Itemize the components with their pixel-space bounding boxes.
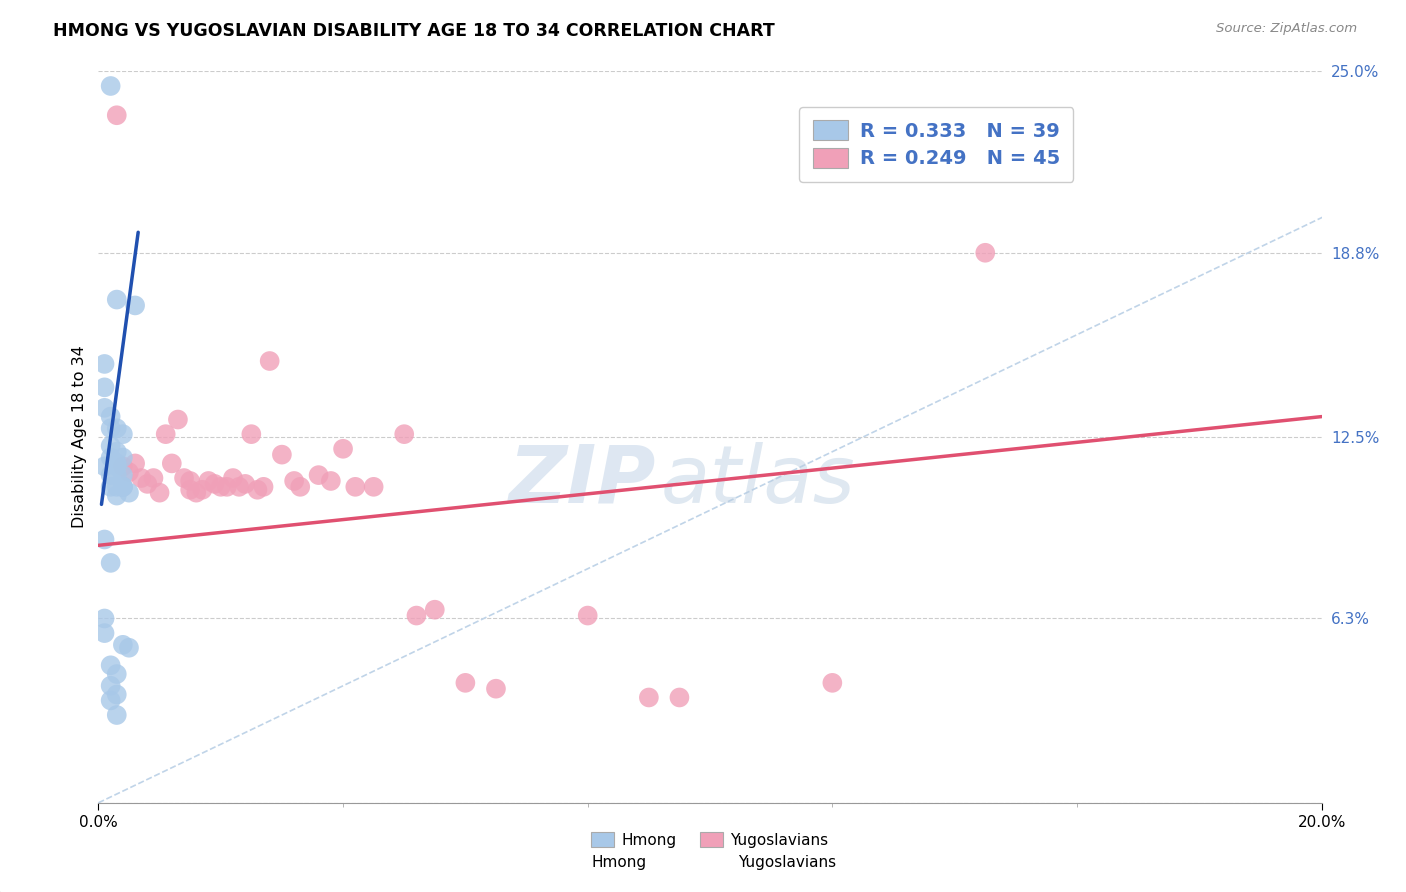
- Point: [100, 468, 122, 483]
- Point: [215, 480, 238, 494]
- Point: [100, 421, 122, 435]
- Point: [93, 459, 115, 474]
- Point: [155, 427, 177, 442]
- Point: [111, 480, 134, 494]
- Point: [105, 293, 128, 307]
- Point: [111, 459, 134, 474]
- Point: [100, 556, 122, 570]
- Y-axis label: Disability Age 18 to 34: Disability Age 18 to 34: [72, 346, 87, 528]
- Point: [290, 480, 312, 494]
- Point: [179, 483, 201, 497]
- Point: [252, 480, 274, 494]
- Point: [149, 485, 172, 500]
- Point: [93, 626, 115, 640]
- Point: [191, 483, 214, 497]
- Point: [100, 480, 122, 494]
- Point: [105, 421, 128, 435]
- Point: [100, 679, 122, 693]
- Point: [111, 427, 134, 442]
- Point: [405, 608, 427, 623]
- Point: [209, 480, 232, 494]
- Point: [142, 471, 165, 485]
- Text: atlas: atlas: [661, 442, 856, 520]
- Point: [93, 533, 115, 547]
- Point: [197, 474, 219, 488]
- Point: [576, 608, 599, 623]
- Point: [118, 465, 141, 479]
- Point: [136, 476, 159, 491]
- Point: [454, 676, 477, 690]
- Point: [111, 480, 134, 494]
- Point: [344, 480, 367, 494]
- Point: [93, 401, 115, 415]
- Point: [974, 245, 997, 260]
- Point: [332, 442, 354, 456]
- Point: [233, 476, 256, 491]
- Point: [105, 457, 128, 471]
- Text: ZIP: ZIP: [508, 442, 655, 520]
- Point: [105, 444, 128, 458]
- Point: [105, 708, 128, 723]
- Text: HMONG VS YUGOSLAVIAN DISABILITY AGE 18 TO 34 CORRELATION CHART: HMONG VS YUGOSLAVIAN DISABILITY AGE 18 T…: [53, 22, 775, 40]
- Point: [100, 439, 122, 453]
- Point: [259, 354, 281, 368]
- Point: [160, 457, 183, 471]
- Point: [124, 457, 146, 471]
- Point: [111, 638, 134, 652]
- Text: Hmong: Hmong: [591, 855, 647, 870]
- Point: [204, 476, 226, 491]
- Point: [308, 468, 330, 483]
- Point: [240, 427, 263, 442]
- Point: [118, 485, 141, 500]
- Point: [100, 409, 122, 424]
- Point: [668, 690, 690, 705]
- Point: [93, 380, 115, 394]
- Point: [186, 485, 208, 500]
- Point: [100, 78, 122, 93]
- Point: [105, 459, 128, 474]
- Point: [222, 471, 245, 485]
- Point: [283, 474, 305, 488]
- Point: [111, 480, 134, 494]
- Point: [637, 690, 661, 705]
- Point: [105, 489, 128, 503]
- Point: [105, 480, 128, 494]
- Text: Source: ZipAtlas.com: Source: ZipAtlas.com: [1216, 22, 1357, 36]
- Point: [111, 450, 134, 465]
- Point: [111, 468, 134, 483]
- Point: [246, 483, 269, 497]
- Point: [319, 474, 342, 488]
- Point: [105, 108, 128, 122]
- Point: [124, 298, 146, 312]
- Point: [118, 640, 141, 655]
- Point: [105, 688, 128, 702]
- Point: [228, 480, 250, 494]
- Point: [485, 681, 508, 696]
- Legend: Hmong, Yugoslavians: Hmong, Yugoslavians: [585, 826, 835, 854]
- Point: [821, 676, 844, 690]
- Text: Yugoslavians: Yugoslavians: [738, 855, 837, 870]
- Point: [270, 448, 292, 462]
- Point: [179, 474, 201, 488]
- Point: [100, 658, 122, 673]
- Point: [100, 693, 122, 707]
- Point: [392, 427, 416, 442]
- Point: [173, 471, 195, 485]
- Point: [100, 450, 122, 465]
- Point: [105, 667, 128, 681]
- Point: [423, 603, 446, 617]
- Point: [167, 412, 190, 426]
- Point: [93, 357, 115, 371]
- Point: [105, 468, 128, 483]
- Point: [363, 480, 385, 494]
- Point: [93, 611, 115, 625]
- Point: [129, 471, 152, 485]
